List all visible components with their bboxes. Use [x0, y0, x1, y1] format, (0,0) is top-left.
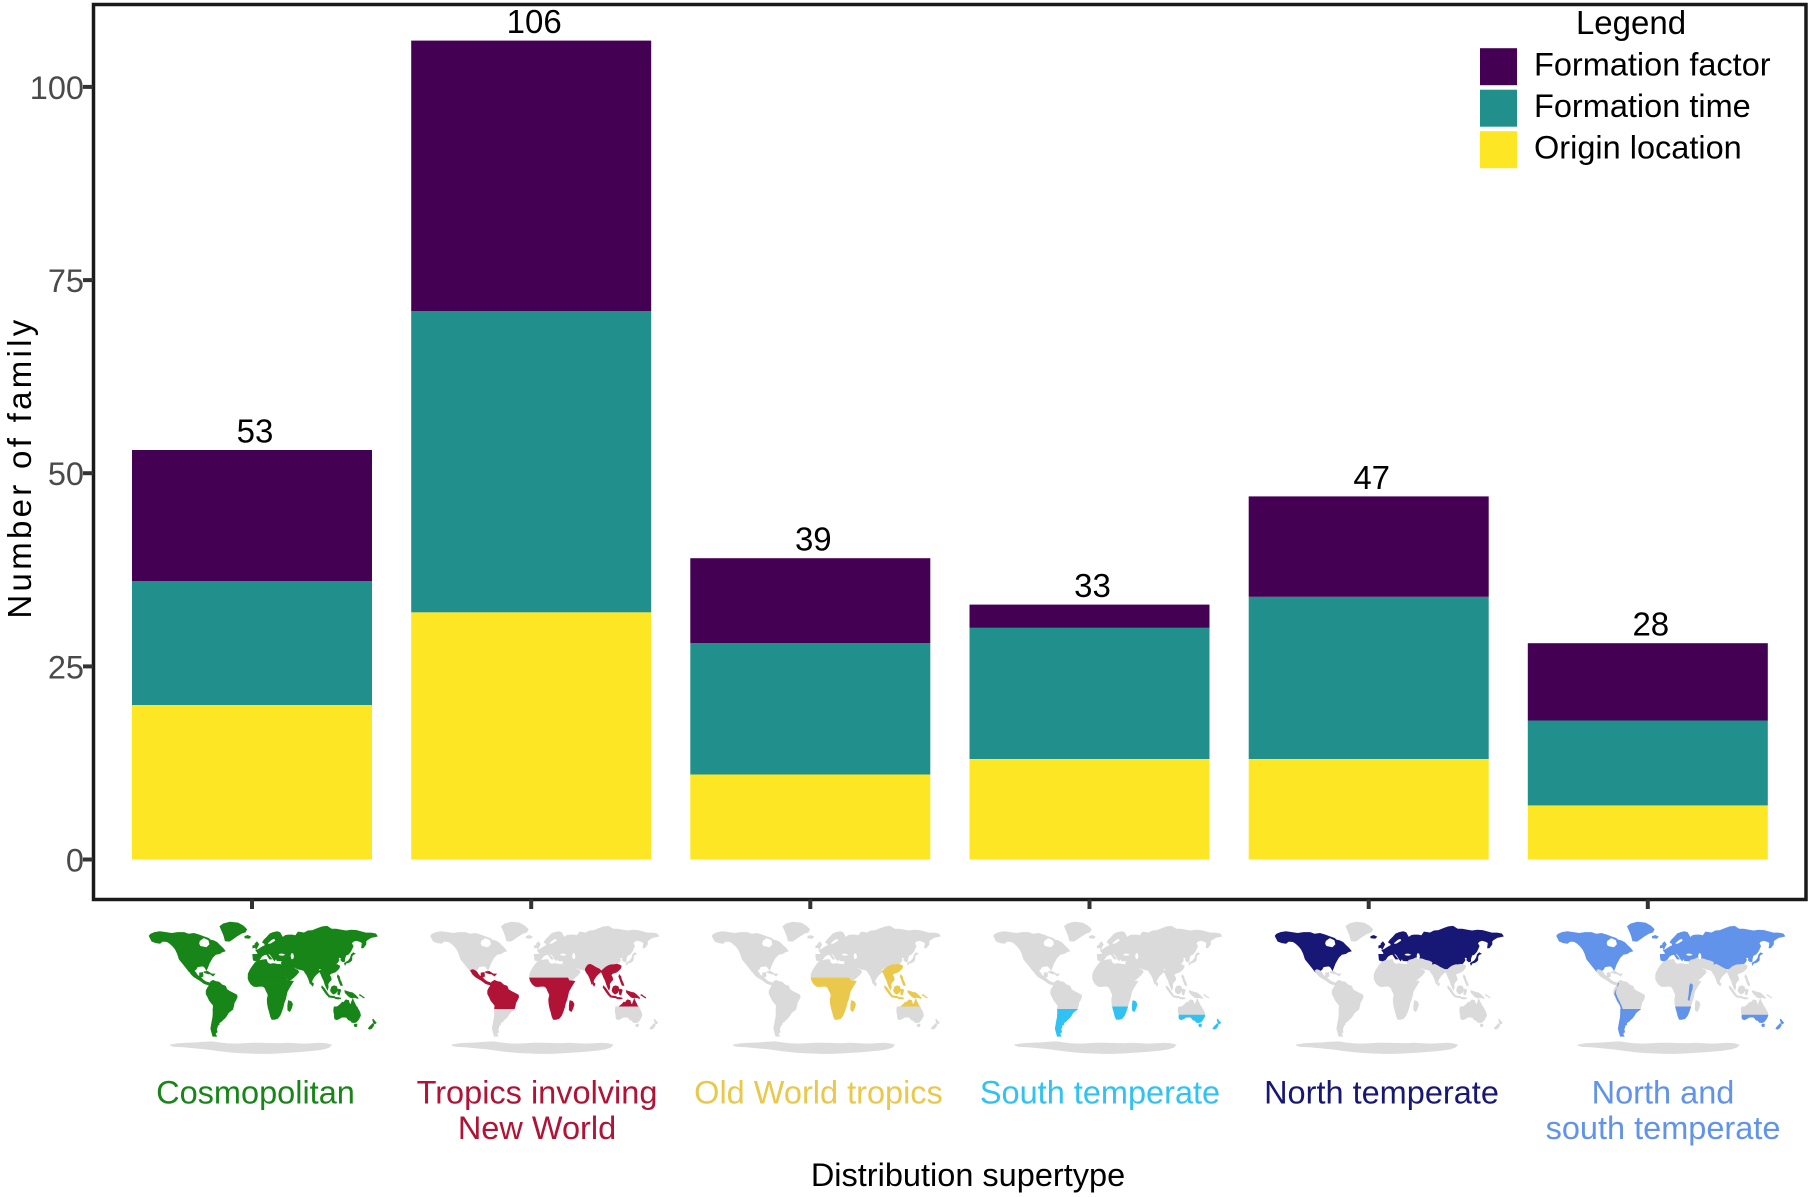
- svg-text:50: 50: [48, 456, 84, 492]
- svg-text:28: 28: [1632, 606, 1669, 643]
- svg-text:39: 39: [795, 521, 832, 558]
- svg-text:Number of family: Number of family: [1, 316, 38, 618]
- svg-text:North and: North and: [1592, 1075, 1735, 1111]
- svg-text:New World: New World: [458, 1110, 616, 1146]
- svg-text:Cosmopolitan: Cosmopolitan: [156, 1075, 355, 1111]
- svg-text:South temperate: South temperate: [980, 1075, 1220, 1111]
- svg-text:47: 47: [1353, 459, 1390, 496]
- svg-text:25: 25: [48, 649, 84, 685]
- svg-text:Formation factor: Formation factor: [1534, 47, 1771, 83]
- svg-text:53: 53: [237, 413, 274, 450]
- svg-text:33: 33: [1074, 567, 1111, 604]
- svg-text:south temperate: south temperate: [1546, 1110, 1781, 1146]
- svg-text:Distribution supertype: Distribution supertype: [811, 1157, 1125, 1193]
- svg-text:106: 106: [507, 3, 562, 40]
- svg-text:Legend: Legend: [1576, 4, 1686, 41]
- svg-text:0: 0: [66, 842, 84, 878]
- svg-text:Old World tropics: Old World tropics: [694, 1075, 943, 1111]
- svg-text:Formation time: Formation time: [1534, 88, 1751, 124]
- svg-text:Origin location: Origin location: [1534, 130, 1742, 166]
- svg-text:100: 100: [30, 70, 84, 106]
- svg-text:North temperate: North temperate: [1264, 1075, 1499, 1111]
- svg-text:Tropics involving: Tropics involving: [417, 1075, 658, 1111]
- svg-text:75: 75: [48, 263, 84, 299]
